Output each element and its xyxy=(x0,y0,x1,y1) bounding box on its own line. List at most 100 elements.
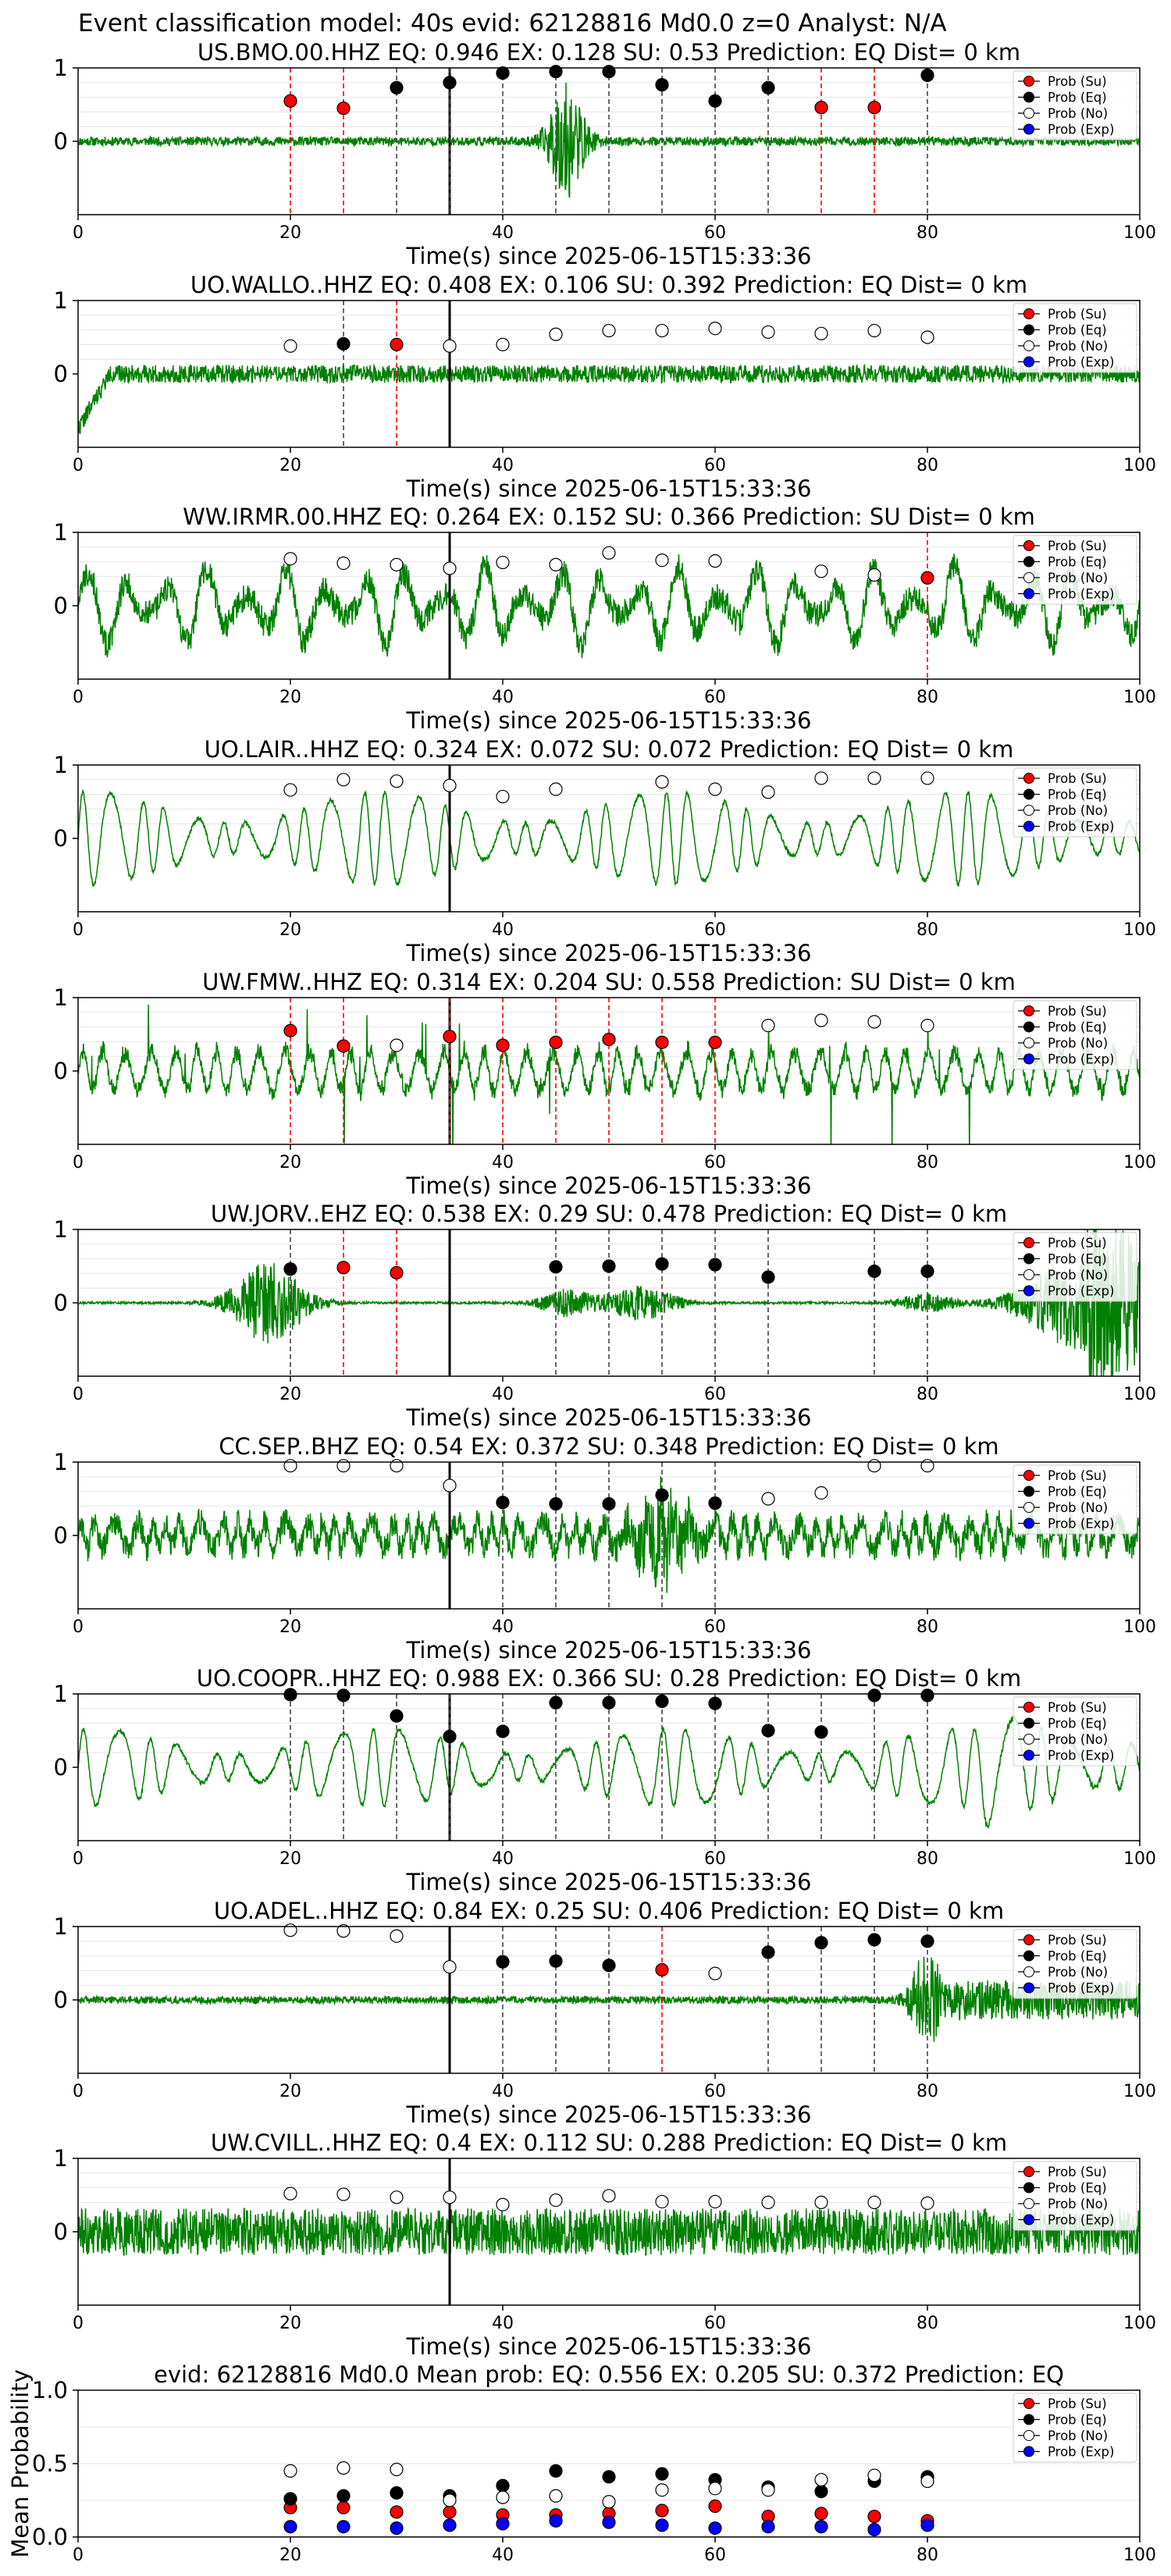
legend-marker-eq xyxy=(1023,324,1034,336)
panel-title-text: UW.FMW..HHZ EQ: 0.314 EX: 0.204 SU: 0.55… xyxy=(202,969,881,995)
prob-marker-su xyxy=(496,1038,510,1052)
x-tick-label: 100 xyxy=(1123,223,1156,243)
legend-label: Prob (No) xyxy=(1048,106,1108,121)
waveform-trace xyxy=(78,788,1140,888)
prob-marker-eq xyxy=(920,1264,934,1279)
y-tick-label: 1 xyxy=(54,984,68,1011)
x-tick-label: 20 xyxy=(279,1849,301,1869)
waveform-panel-9: UO.ADEL..HHZ EQ: 0.84 EX: 0.25 SU: 0.406… xyxy=(54,1898,1156,2128)
prob-marker-no xyxy=(443,561,457,575)
mean-prob-marker-exp xyxy=(867,2523,881,2537)
mean-prob-marker-exp xyxy=(814,2520,828,2534)
legend-marker-exp xyxy=(1023,1517,1034,1529)
mean-prob-marker-eq xyxy=(814,2485,828,2499)
x-tick-label: 40 xyxy=(492,456,514,475)
prob-marker-su xyxy=(283,94,297,108)
prob-marker-no xyxy=(814,771,828,785)
prob-marker-no xyxy=(283,552,297,566)
prob-marker-su xyxy=(443,1030,457,1044)
legend-marker-eq xyxy=(1023,1253,1034,1265)
mean-prob-marker-no xyxy=(867,2468,881,2482)
legend-marker-exp xyxy=(1023,1982,1034,1994)
legend-marker-exp xyxy=(1023,1285,1034,1297)
prob-marker-no xyxy=(283,1923,297,1937)
prob-marker-su xyxy=(336,1039,351,1053)
x-tick-label: 100 xyxy=(1123,1617,1156,1637)
y-tick-label: 1 xyxy=(54,1449,68,1475)
x-tick-label: 60 xyxy=(704,1617,726,1637)
panel-title-text: UO.WALLO..HHZ EQ: 0.408 EX: 0.106 SU: 0.… xyxy=(190,272,893,298)
legend-label: Prob (Exp) xyxy=(1048,1284,1114,1299)
legend: Prob (Su)Prob (Eq)Prob (No)Prob (Exp) xyxy=(1013,2161,1137,2231)
mean-prob-marker-no xyxy=(814,2473,828,2487)
x-tick-label: 0 xyxy=(73,456,84,475)
legend-label: Prob (Su) xyxy=(1048,539,1107,553)
panel-distance: Dist= 0 km xyxy=(873,2129,1007,2156)
x-tick-label: 40 xyxy=(492,920,514,940)
x-tick-label: 20 xyxy=(279,2314,301,2333)
prob-marker-eq xyxy=(655,1694,669,1708)
prob-marker-no xyxy=(814,564,828,578)
prob-marker-eq xyxy=(443,1729,457,1744)
legend-marker-su xyxy=(1023,1005,1034,1016)
legend-marker-eq xyxy=(1023,2414,1034,2425)
prob-marker-no xyxy=(443,1478,457,1493)
prob-marker-eq xyxy=(655,1488,669,1502)
x-axis-label: Time(s) since 2025-06-15T15:33:36 xyxy=(406,2101,812,2128)
x-axis-label: Time(s) since 2025-06-15T15:33:36 xyxy=(406,1172,812,1199)
legend-marker-no xyxy=(1023,1502,1034,1513)
x-tick-label: 0 xyxy=(73,2082,84,2101)
prob-marker-no xyxy=(761,1492,775,1506)
waveform-panel-1: US.BMO.00.HHZ EQ: 0.946 EX: 0.128 SU: 0.… xyxy=(54,39,1156,269)
panel-title: UW.JORV..EHZ EQ: 0.538 EX: 0.29 SU: 0.47… xyxy=(211,1201,1007,1227)
legend-box xyxy=(1013,2161,1137,2231)
prob-marker-eq xyxy=(655,78,669,92)
legend-label: Prob (Su) xyxy=(1048,1933,1107,1948)
legend-label: Prob (Eq) xyxy=(1048,1252,1107,1267)
legend-marker-exp xyxy=(1023,356,1034,368)
x-tick-label: 20 xyxy=(279,2082,301,2101)
x-tick-label: 100 xyxy=(1123,920,1156,940)
prob-marker-no xyxy=(655,2194,669,2209)
mean-prob-marker-exp xyxy=(496,2517,510,2531)
mean-prob-marker-exp xyxy=(336,2520,351,2534)
x-tick-label: 100 xyxy=(1123,2082,1156,2101)
waveform-panel-4: UO.LAIR..HHZ EQ: 0.324 EX: 0.072 SU: 0.0… xyxy=(54,736,1156,966)
mean-prob-marker-exp xyxy=(602,2515,616,2529)
prob-marker-eq xyxy=(283,1688,297,1702)
x-tick-label: 100 xyxy=(1123,2546,1156,2565)
legend-marker-exp xyxy=(1023,820,1034,832)
mean-prob-marker-eq xyxy=(283,2492,297,2506)
x-tick-label: 0 xyxy=(73,688,84,707)
panel-title-text: CC.SEP..BHZ EQ: 0.54 EX: 0.372 SU: 0.348… xyxy=(219,1433,864,1460)
mean-prob-marker-no xyxy=(549,2489,563,2503)
x-tick-label: 80 xyxy=(917,1385,938,1404)
prob-marker-su xyxy=(655,1962,669,1977)
prob-marker-no xyxy=(708,1966,722,1980)
legend: Prob (Su)Prob (Eq)Prob (No)Prob (Exp) xyxy=(1013,1464,1137,1535)
prob-marker-no xyxy=(443,339,457,353)
legend-label: Prob (Exp) xyxy=(1048,355,1114,370)
x-tick-label: 0 xyxy=(73,1617,84,1637)
prob-marker-eq xyxy=(920,1688,934,1703)
x-tick-label: 0 xyxy=(73,920,84,940)
legend-label: Prob (No) xyxy=(1048,1732,1108,1747)
legend-box xyxy=(1013,1232,1137,1302)
legend-marker-no xyxy=(1023,1269,1034,1280)
mean-prob-marker-eq xyxy=(496,2478,510,2492)
legend-label: Prob (Eq) xyxy=(1048,2413,1107,2428)
figure-suptitle: Event classification model: 40s evid: 62… xyxy=(78,9,947,37)
y-tick-label: 0.0 xyxy=(32,2524,68,2550)
x-tick-label: 60 xyxy=(704,456,726,475)
x-tick-label: 80 xyxy=(917,2546,938,2565)
legend: Prob (Su)Prob (Eq)Prob (No)Prob (Exp) xyxy=(1013,1232,1137,1302)
legend-label: Prob (Eq) xyxy=(1048,91,1107,105)
x-tick-label: 100 xyxy=(1123,688,1156,707)
x-tick-label: 40 xyxy=(492,2546,514,2565)
legend-box xyxy=(1013,1000,1137,1070)
mean-prob-marker-exp xyxy=(390,2521,404,2535)
prob-marker-eq xyxy=(602,1695,616,1710)
x-tick-label: 0 xyxy=(73,223,84,243)
legend-marker-su xyxy=(1023,540,1034,551)
legend-label: Prob (No) xyxy=(1048,2197,1108,2211)
